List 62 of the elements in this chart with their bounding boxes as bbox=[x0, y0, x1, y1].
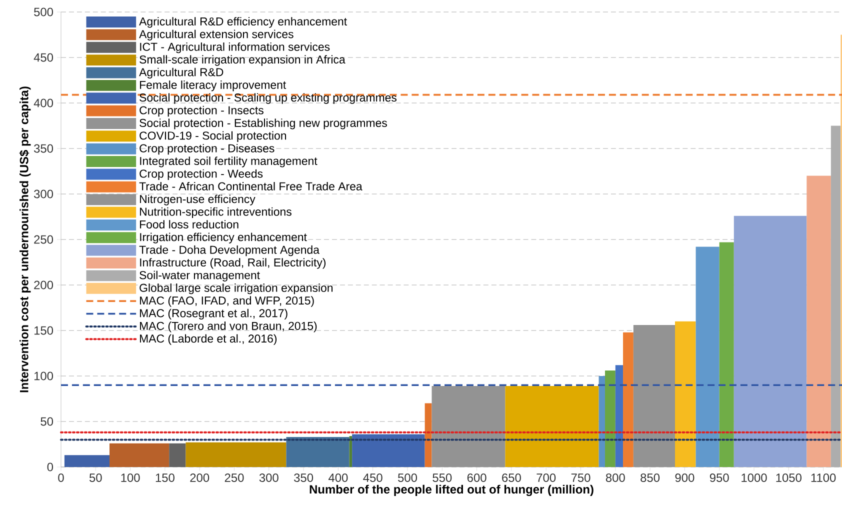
x-axis-title: Number of the people lifted out of hunger (million) bbox=[310, 484, 594, 496]
y-tick-label: 200 bbox=[34, 280, 54, 290]
x-tick-label: 50 bbox=[89, 474, 102, 482]
x-tick-label: 100 bbox=[121, 474, 140, 482]
legend-label: Social protection - Establishing new programmes bbox=[140, 118, 387, 130]
x-tick-label: 600 bbox=[467, 474, 486, 482]
x-tick-label: 350 bbox=[294, 474, 314, 482]
legend-label: Food loss reduction bbox=[140, 220, 238, 228]
legend-label: Female literacy improvement bbox=[140, 80, 286, 92]
y-tick-label: 450 bbox=[34, 53, 54, 62]
legend-label: Global large scale irrigation expansion bbox=[140, 283, 333, 294]
x-tick-label: 700 bbox=[536, 474, 556, 482]
legend-label: Social protection - Scaling up existing programmes bbox=[140, 93, 397, 104]
x-tick-label: 650 bbox=[502, 474, 521, 482]
y-tick-label: 250 bbox=[34, 235, 54, 244]
legend-label: Crop protection - Insects bbox=[140, 106, 264, 117]
x-tick-label: 1000 bbox=[742, 474, 767, 482]
legend-label: Irrigation efficiency enhancement bbox=[140, 232, 307, 244]
legend-label: Crop protection - Diseases bbox=[140, 144, 274, 155]
legend-label: Trade - Doha Development Agenda bbox=[139, 245, 320, 256]
x-tick-label: 150 bbox=[156, 474, 174, 482]
legend-label: Nutrition-specific intreventions bbox=[140, 207, 292, 218]
legend-label: MAC (Laborde et al., 2016) bbox=[140, 334, 277, 345]
legend-label: Agricultural R&D efficiency enhancement bbox=[139, 17, 347, 28]
legend-label: Integrated soil fertility management bbox=[140, 156, 318, 168]
x-tick-label: 1100 bbox=[811, 474, 836, 482]
y-axis-title: Intervention cost per undernourished (US$ per capita) bbox=[19, 86, 31, 392]
x-tick-label: 900 bbox=[675, 474, 694, 482]
y-tick-label: 400 bbox=[34, 98, 54, 108]
legend-label: COVID-19 - Social protection bbox=[140, 131, 286, 142]
y-tick-label: 150 bbox=[34, 326, 54, 335]
y-tick-label: 300 bbox=[34, 190, 54, 198]
x-tick-label: 450 bbox=[363, 474, 382, 482]
y-tick-label: 0 bbox=[47, 462, 54, 472]
legend-label: Agricultural R&D bbox=[139, 68, 224, 79]
legend-label: ICT - Agricultural information services bbox=[140, 42, 330, 54]
legend-label: MAC (FAO, IFAD, and WFP, 2015) bbox=[140, 296, 314, 307]
legend-label: Soil-water management bbox=[140, 270, 260, 282]
legend-label: MAC (Torero and von Braun, 2015) bbox=[140, 322, 317, 332]
x-tick-label: 750 bbox=[571, 474, 590, 482]
x-tick-label: 300 bbox=[259, 474, 278, 482]
y-tick-label: 500 bbox=[34, 8, 54, 16]
legend-label: Nitrogen-use efficiency bbox=[140, 194, 256, 206]
legend-label: Agricultural extension services bbox=[139, 30, 294, 40]
legend-label: Trade - African Continental Free Trade Area bbox=[139, 182, 362, 190]
legend-label: Crop protection - Weeds bbox=[140, 169, 263, 180]
legend-label: MAC (Rosegrant et al., 2017) bbox=[140, 308, 288, 320]
x-tick-label: 250 bbox=[224, 474, 244, 482]
y-tick-label: 50 bbox=[40, 417, 54, 426]
x-tick-label: 400 bbox=[328, 474, 348, 482]
x-tick-label: 500 bbox=[398, 474, 418, 482]
x-tick-label: 800 bbox=[606, 474, 625, 482]
x-tick-label: 1050 bbox=[776, 474, 802, 482]
x-tick-label: 950 bbox=[710, 474, 729, 482]
x-tick-label: 850 bbox=[640, 474, 660, 482]
y-tick-label: 100 bbox=[34, 372, 54, 380]
x-tick-label: 0 bbox=[58, 474, 64, 482]
x-tick-label: 200 bbox=[190, 474, 210, 482]
legend-label: Infrastructure (Road, Rail, Electricity) bbox=[140, 258, 326, 269]
x-tick-label: 550 bbox=[432, 474, 452, 482]
legend-label: Small-scale irrigation expansion in Africa bbox=[140, 55, 346, 66]
y-tick-label: 350 bbox=[34, 144, 54, 153]
